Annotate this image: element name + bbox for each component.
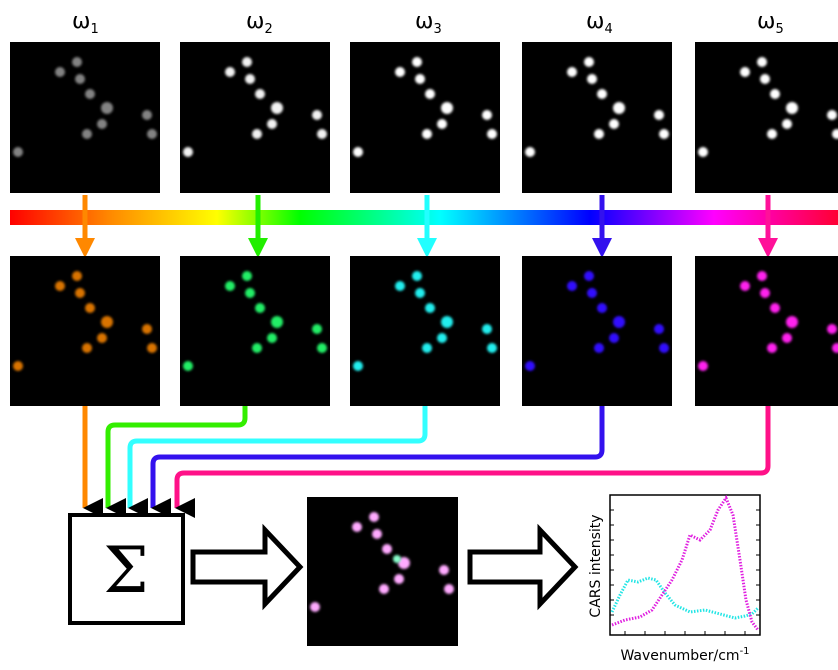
raw-images [10, 42, 838, 193]
label-part: ω [586, 9, 604, 34]
label-part: 3 [433, 22, 441, 37]
omega-label: ω3 [415, 9, 442, 37]
sum-symbol: Σ [103, 534, 148, 608]
arrow-head [758, 238, 778, 258]
omega-label: ω2 [246, 9, 273, 37]
label-part: -1 [740, 646, 750, 657]
merged-image [307, 497, 458, 646]
x-axis-label: Wavenumber/cm-1 [620, 646, 749, 664]
filter-arrows [75, 195, 778, 258]
label-part: ω [757, 9, 775, 34]
label-part: ω [415, 9, 433, 34]
process-arrow [470, 530, 575, 604]
label-part: 5 [775, 22, 783, 37]
figure: ω1 ω2 ω3 ω4 ω5 Σ CARS intensity Wavenumb… [0, 0, 838, 666]
image [695, 256, 838, 406]
image [522, 42, 672, 193]
highlight-dot [393, 555, 401, 563]
label-part: ω [246, 9, 264, 34]
process-arrow [193, 530, 300, 604]
image [350, 42, 500, 193]
route [153, 406, 602, 508]
spectrum-plot: CARS intensity Wavenumber/cm-1 [588, 495, 760, 664]
image [350, 256, 500, 406]
arrow-head [592, 238, 612, 258]
arrow-head [417, 238, 437, 258]
frequency-labels: ω1 ω2 ω3 ω4 ω5 [72, 9, 784, 37]
label-part: ω [72, 9, 90, 34]
omega-label: ω4 [586, 9, 613, 37]
plot-frame [610, 495, 760, 635]
image [180, 256, 330, 406]
image [180, 42, 330, 193]
label-part: 4 [604, 22, 612, 37]
omega-label: ω5 [757, 9, 784, 37]
spectrum-bar [10, 210, 838, 225]
image [695, 42, 838, 193]
label-part: Wavenumber/cm [620, 648, 739, 664]
label-part: 2 [264, 22, 272, 37]
arrow-head [75, 238, 95, 258]
image [522, 256, 672, 406]
y-axis-label: CARS intensity [588, 514, 604, 617]
omega-label: ω1 [72, 9, 99, 37]
image [10, 256, 160, 406]
arrow-head [248, 238, 268, 258]
colored-images [10, 256, 838, 406]
image [10, 42, 160, 193]
label-part: 1 [90, 22, 98, 37]
routing-lines [85, 406, 768, 508]
